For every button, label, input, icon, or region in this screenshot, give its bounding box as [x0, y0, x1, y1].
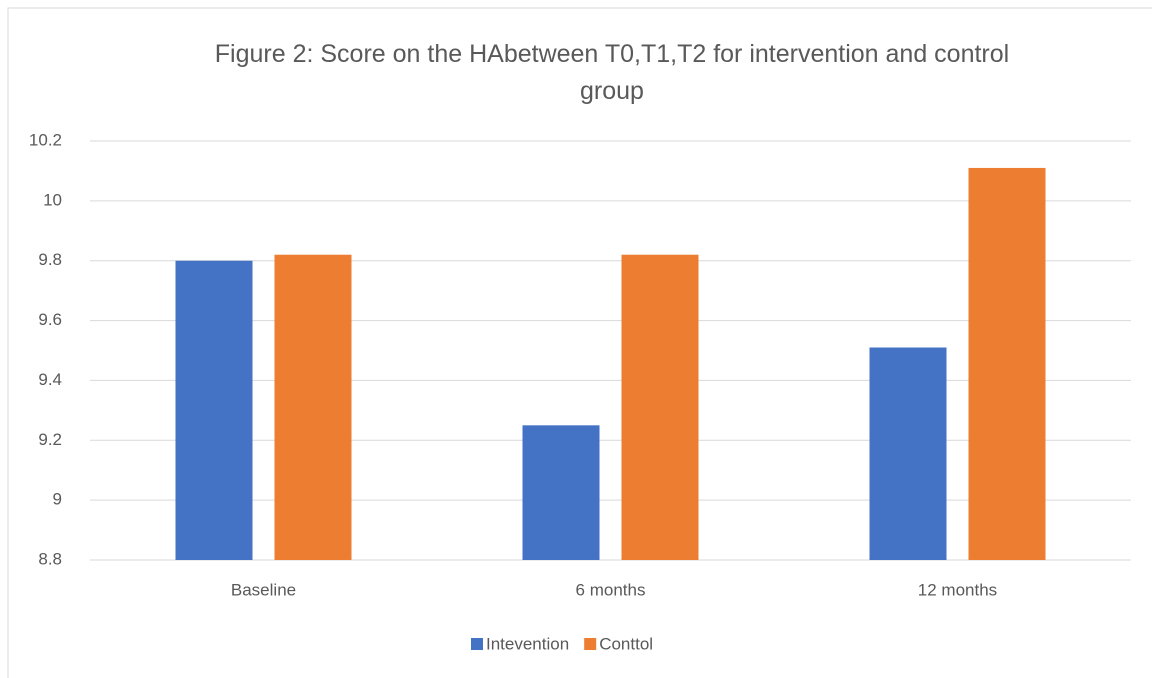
chart-border	[7, 7, 1152, 678]
y-tick-label: 9.8	[38, 250, 62, 269]
bar	[968, 167, 1046, 560]
x-tick-label: Baseline	[231, 580, 296, 599]
y-tick-label: 9.2	[38, 430, 62, 449]
legend-swatch	[584, 638, 597, 650]
chart-title: Figure 2: Score on the HAbetween T0,T1,T…	[214, 40, 1010, 105]
legend-swatch	[471, 638, 483, 650]
y-tick-label: 8.8	[38, 549, 62, 568]
x-tick-label: 6 months	[576, 580, 646, 599]
legend-label: Conttol	[599, 634, 653, 653]
bar	[621, 254, 699, 560]
y-tick-label: 9.4	[38, 370, 62, 389]
bar	[522, 425, 600, 560]
bar	[869, 347, 947, 560]
bar	[274, 254, 352, 560]
legend-label: Intevention	[486, 634, 569, 653]
y-tick-label: 9.6	[38, 310, 62, 329]
x-tick-label: 12 months	[918, 580, 997, 599]
bar	[175, 260, 253, 560]
y-tick-label: 10.2	[29, 130, 62, 149]
y-tick-label: 9	[53, 490, 62, 509]
y-tick-label: 10	[43, 190, 62, 209]
